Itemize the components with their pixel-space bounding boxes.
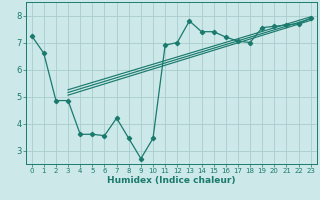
X-axis label: Humidex (Indice chaleur): Humidex (Indice chaleur) [107, 176, 236, 185]
